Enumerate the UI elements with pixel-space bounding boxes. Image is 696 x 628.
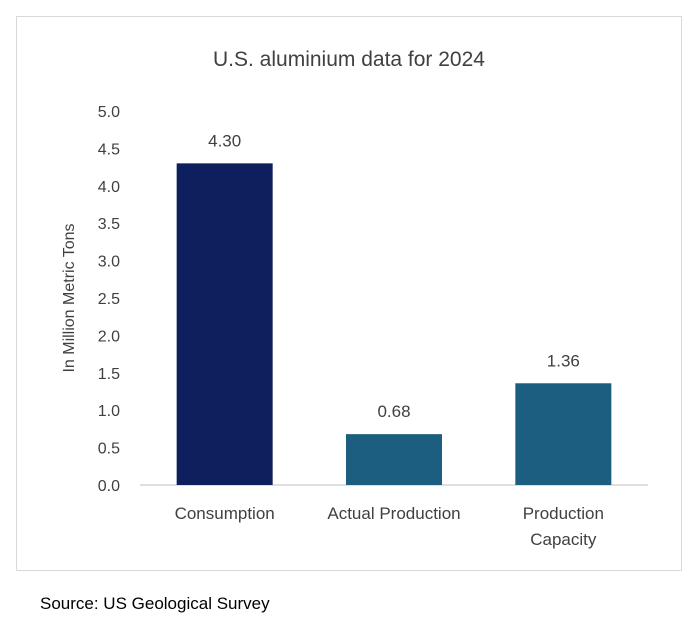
data-label: 4.30 xyxy=(208,131,241,150)
data-label: 0.68 xyxy=(377,402,410,421)
y-tick-label: 1.0 xyxy=(98,403,120,420)
bar xyxy=(346,434,442,485)
y-tick-label: 1.5 xyxy=(98,366,120,383)
y-tick-label: 2.5 xyxy=(98,291,120,308)
y-tick-label: 2.0 xyxy=(98,328,120,345)
y-tick-label: 5.0 xyxy=(98,104,120,121)
y-tick-label: 0.0 xyxy=(98,478,120,495)
bar-chart: U.S. aluminium data for 2024 In Million … xyxy=(61,48,648,549)
y-tick-label: 3.0 xyxy=(98,254,120,271)
bars xyxy=(176,163,612,486)
bar xyxy=(515,383,612,485)
chart-title: U.S. aluminium data for 2024 xyxy=(213,48,485,71)
y-axis-label: In Million Metric Tons xyxy=(61,223,78,372)
y-tick-label: 0.5 xyxy=(98,441,120,458)
x-tick-label: Actual Production xyxy=(327,504,460,523)
data-labels: 4.30 0.68 1.36 xyxy=(208,131,580,421)
x-tick-label: Production Capacity xyxy=(523,504,604,549)
y-tick-label: 4.0 xyxy=(98,179,120,196)
bar xyxy=(176,163,273,486)
data-label: 1.36 xyxy=(547,351,580,370)
y-axis-ticks: 0.0 0.5 1.0 1.5 2.0 2.5 3.0 3.5 4.0 4.5 5.0 xyxy=(98,104,120,495)
x-tick-label: Consumption xyxy=(175,504,275,523)
source-note: Source: US Geological Survey xyxy=(40,594,270,613)
y-tick-label: 4.5 xyxy=(98,141,120,158)
y-tick-label: 3.5 xyxy=(98,216,120,233)
x-axis-tick-labels: Consumption Actual Production Production Ca… xyxy=(175,504,604,549)
